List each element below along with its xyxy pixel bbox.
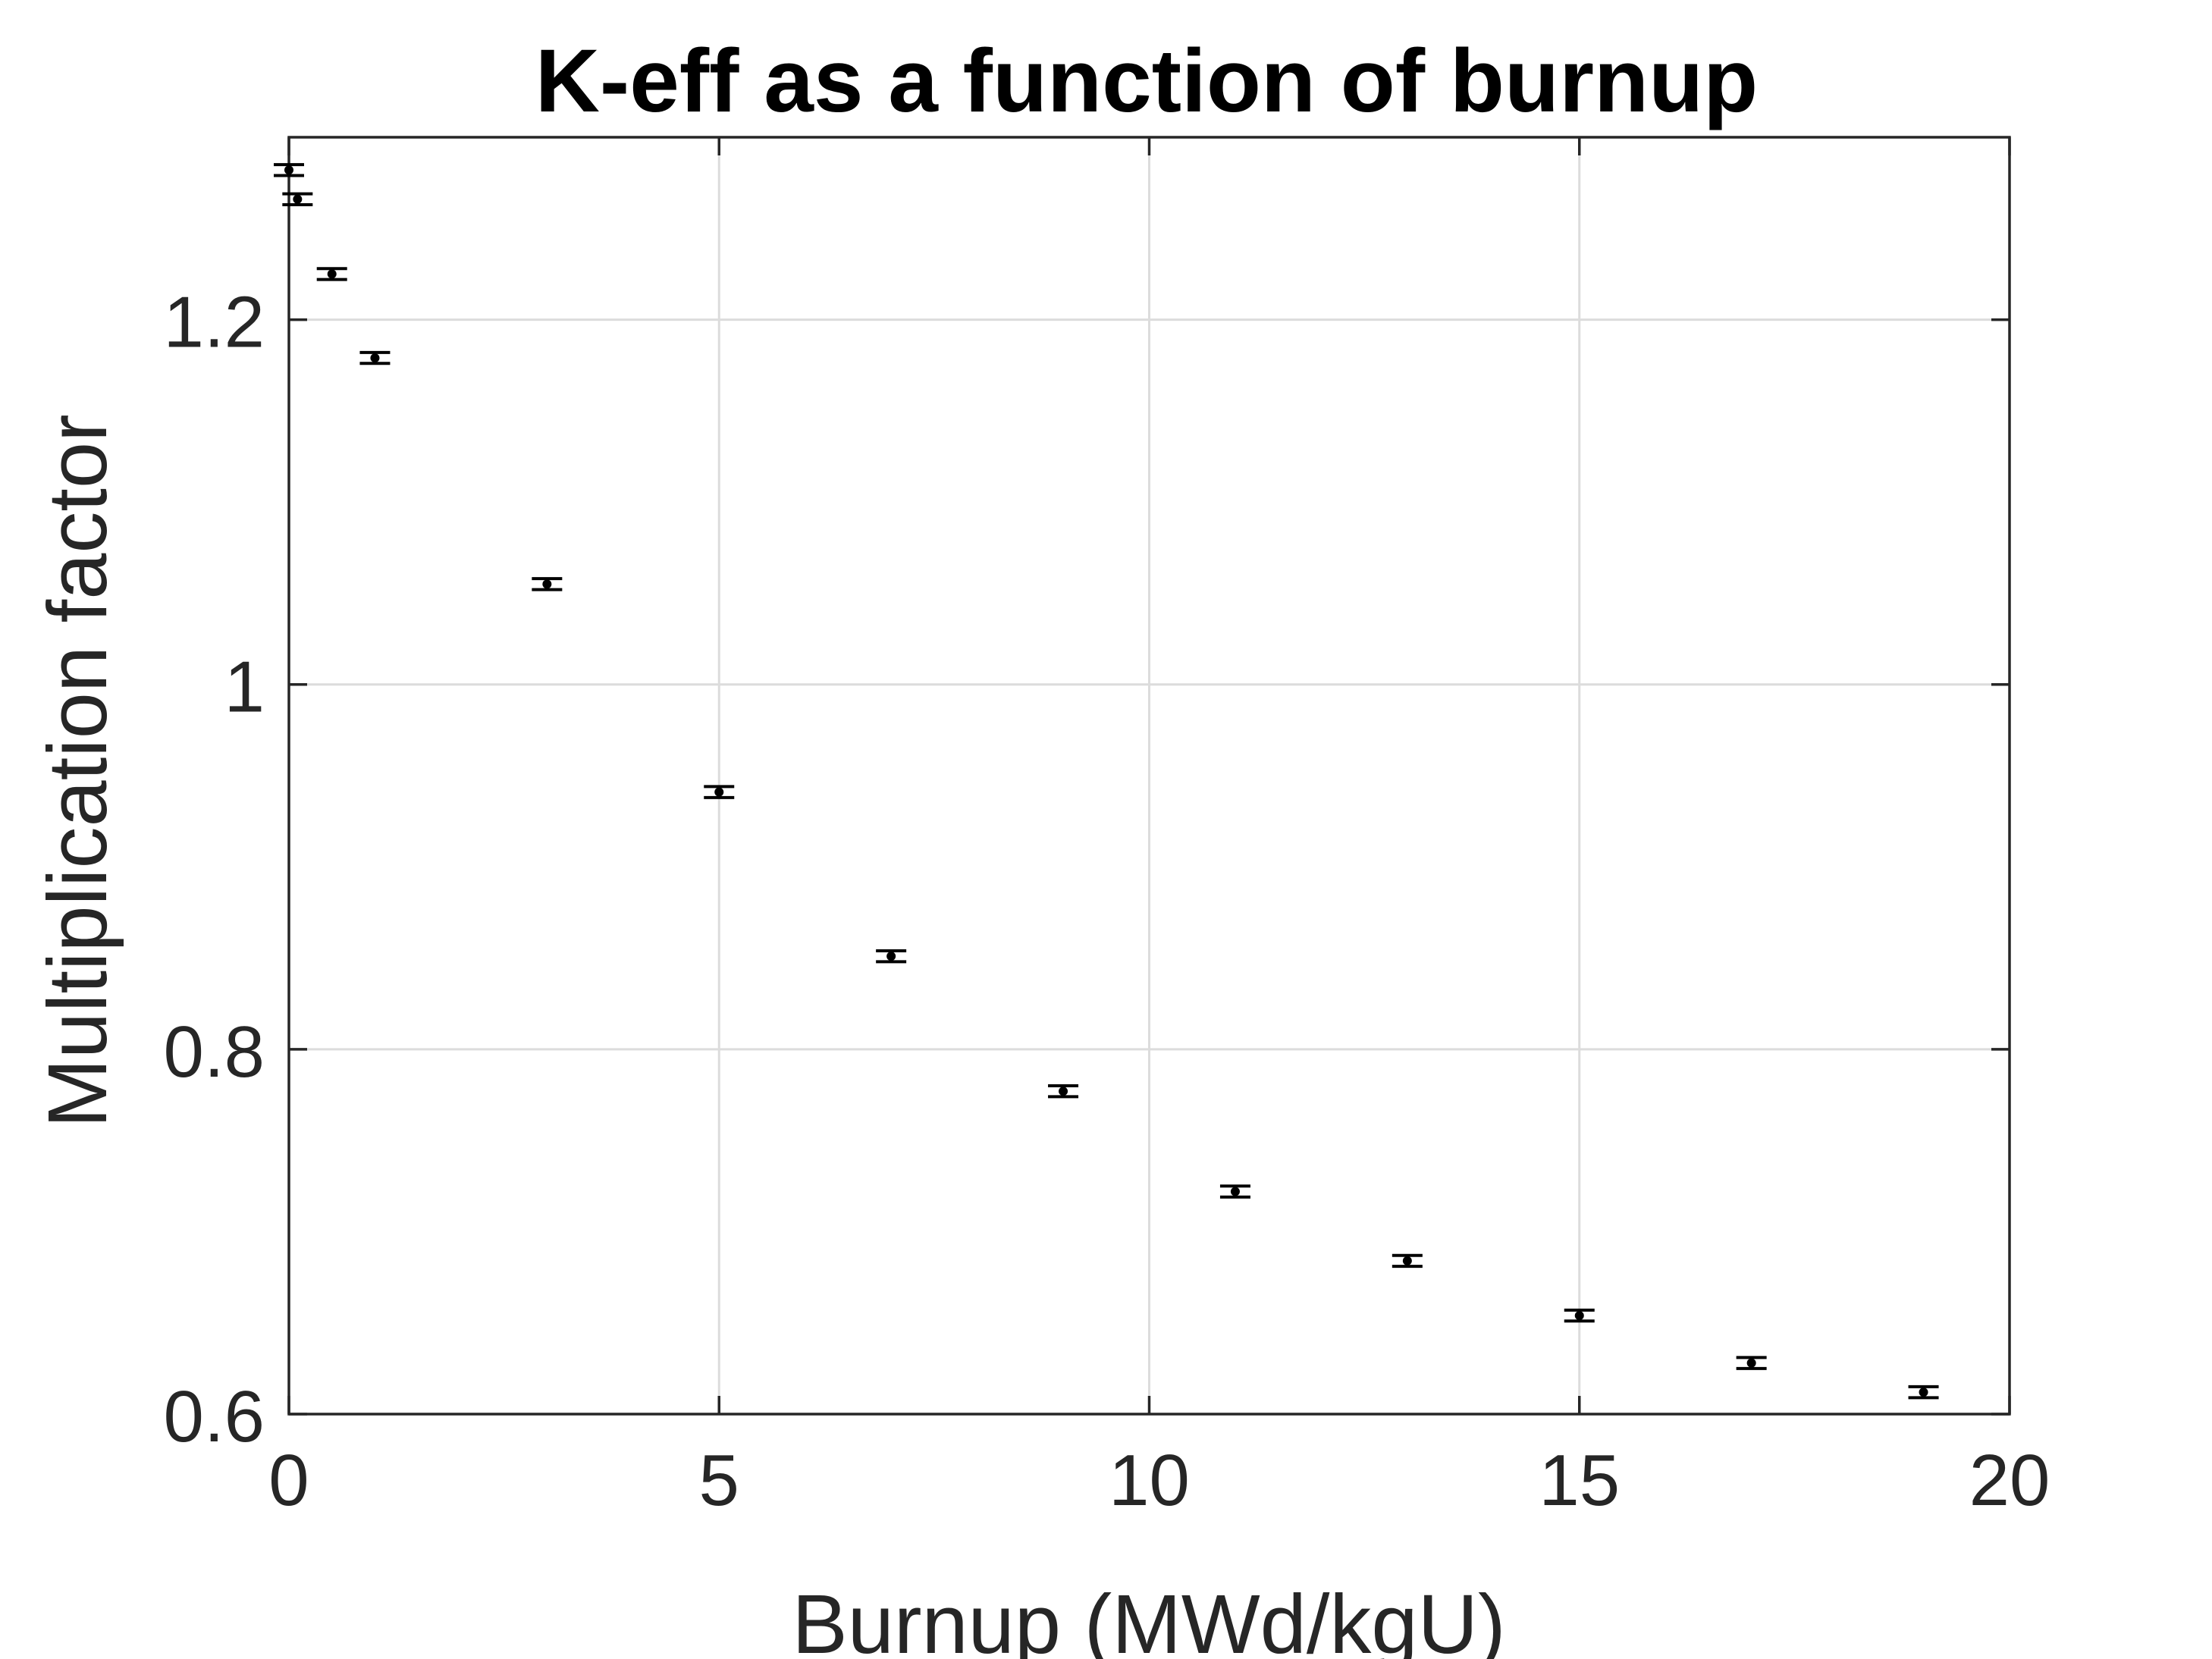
data-point-with-errorbar [1048,1084,1079,1099]
data-point-with-errorbar [316,267,347,281]
y-tick-label: 1 [224,647,265,728]
data-point-with-errorbar [1736,1356,1767,1370]
grid [289,137,2010,1414]
data-points [274,163,1939,1400]
data-point-with-errorbar [876,949,907,964]
data-point-with-errorbar [282,192,313,207]
data-point-with-errorbar [532,577,563,591]
data-point [542,579,552,589]
data-point-with-errorbar [1908,1385,1939,1400]
data-point [1746,1358,1756,1368]
y-tick-label: 0.6 [164,1376,265,1457]
data-point-with-errorbar [359,350,391,365]
chart-title: K-eff as a function of burnup [535,31,1759,131]
data-point [1574,1311,1584,1321]
data-point [284,165,293,175]
data-point-with-errorbar [704,785,735,799]
data-point [1919,1388,1928,1397]
data-point [1402,1256,1412,1265]
data-point-with-errorbar [1564,1308,1595,1323]
x-tick-label: 0 [268,1440,309,1521]
y-axis-label: Multiplication factor [31,414,124,1128]
data-point [293,194,303,204]
data-point [327,269,337,279]
data-point-with-errorbar [274,163,304,177]
data-point-with-errorbar [1219,1184,1250,1199]
x-tick-label: 10 [1109,1440,1190,1521]
y-tick-label: 0.8 [164,1011,265,1093]
x-tick-label: 15 [1539,1440,1620,1521]
data-point [714,787,724,797]
x-tick-label: 20 [1969,1440,2050,1521]
data-point [1230,1187,1240,1196]
data-point [370,353,380,363]
x-tick-label: 5 [699,1440,739,1521]
axis-ticks: 0 5 10 15 20 0.6 0.8 1 1.2 [164,137,2050,1521]
data-point [1059,1087,1068,1096]
x-axis-label: Burnup (MWd/kgU) [792,1578,1505,1659]
y-tick-label: 1.2 [164,282,265,363]
data-point [886,952,896,961]
data-point-with-errorbar [1392,1253,1423,1269]
